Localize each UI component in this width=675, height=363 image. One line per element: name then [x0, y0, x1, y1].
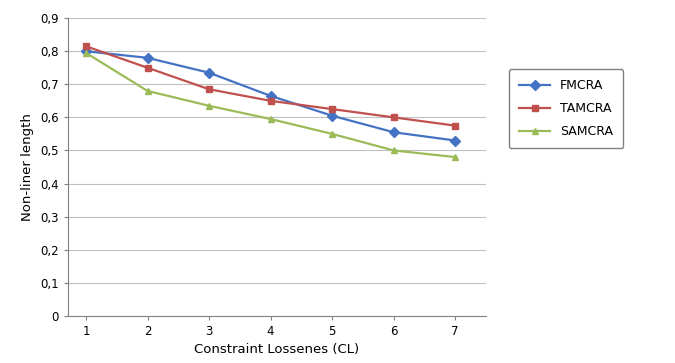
TAMCRA — [144, 66, 152, 70]
TAMCRA — [267, 99, 275, 103]
SAMCRA — [389, 148, 398, 152]
Y-axis label: Non-liner length: Non-liner length — [22, 113, 34, 221]
SAMCRA — [451, 155, 459, 159]
FMCRA — [82, 49, 90, 53]
FMCRA — [389, 130, 398, 134]
FMCRA — [267, 94, 275, 98]
FMCRA — [451, 138, 459, 143]
TAMCRA — [451, 123, 459, 128]
SAMCRA — [144, 89, 152, 93]
SAMCRA — [82, 51, 90, 55]
TAMCRA — [205, 87, 213, 91]
Line: SAMCRA: SAMCRA — [82, 49, 459, 160]
FMCRA — [205, 70, 213, 75]
SAMCRA — [205, 103, 213, 108]
Line: TAMCRA: TAMCRA — [82, 43, 459, 129]
FMCRA — [328, 114, 336, 118]
Line: FMCRA: FMCRA — [82, 48, 459, 144]
TAMCRA — [328, 107, 336, 111]
TAMCRA — [389, 115, 398, 119]
SAMCRA — [328, 132, 336, 136]
X-axis label: Constraint Lossenes (CL): Constraint Lossenes (CL) — [194, 343, 359, 356]
SAMCRA — [267, 117, 275, 121]
Legend: FMCRA, TAMCRA, SAMCRA: FMCRA, TAMCRA, SAMCRA — [509, 69, 623, 148]
FMCRA — [144, 56, 152, 60]
TAMCRA — [82, 44, 90, 48]
